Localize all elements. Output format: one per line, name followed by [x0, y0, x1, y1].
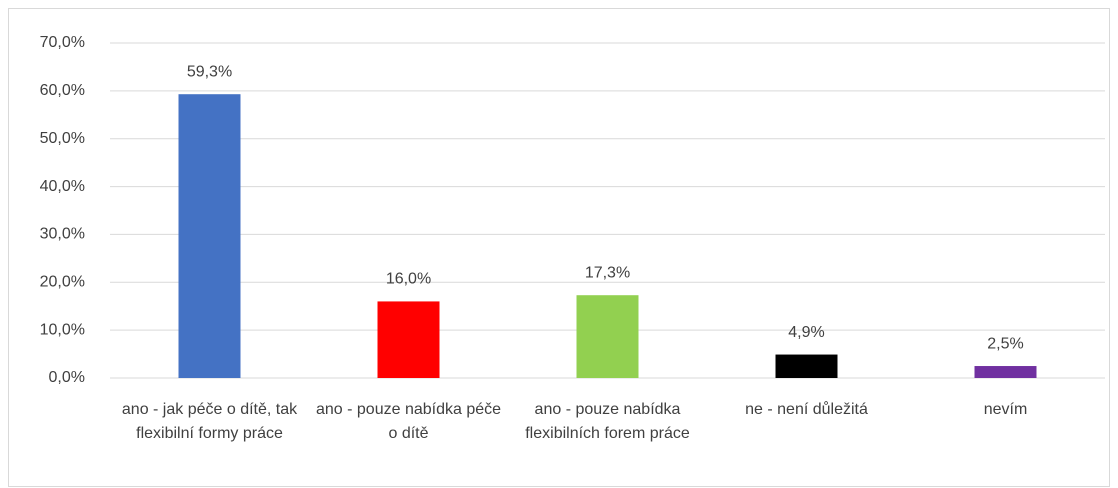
y-tick-label: 40,0%	[40, 178, 85, 195]
y-tick-label: 30,0%	[40, 226, 85, 243]
x-tick-label: ne - není důležitá	[745, 401, 868, 418]
y-tick-label: 10,0%	[40, 321, 85, 338]
x-tick-label: ano - pouze nabídka péče o dítě	[315, 401, 502, 442]
x-tick-label: nevím	[983, 401, 1028, 418]
bar	[377, 301, 440, 378]
chart-border	[8, 8, 1110, 487]
y-tick-label: 70,0%	[40, 34, 85, 51]
y-tick-label: 60,0%	[40, 82, 85, 99]
data-label: 16,0%	[386, 271, 431, 288]
bar	[576, 295, 639, 378]
bar	[775, 354, 838, 378]
bar	[974, 366, 1037, 378]
data-label: 2,5%	[987, 335, 1023, 352]
bar	[178, 94, 241, 378]
y-tick-label: 20,0%	[40, 274, 85, 291]
y-tick-label: 50,0%	[40, 130, 85, 147]
x-tick-label: ano - jak péče o dítě, tak flexibilní fo…	[121, 401, 298, 442]
data-label: 59,3%	[187, 63, 232, 80]
data-label: 17,3%	[585, 264, 630, 281]
data-label: 4,9%	[788, 324, 824, 341]
y-tick-label: 0,0%	[49, 369, 85, 386]
x-tick-label: ano - pouze nabídka flexibilních forem p…	[525, 401, 690, 442]
